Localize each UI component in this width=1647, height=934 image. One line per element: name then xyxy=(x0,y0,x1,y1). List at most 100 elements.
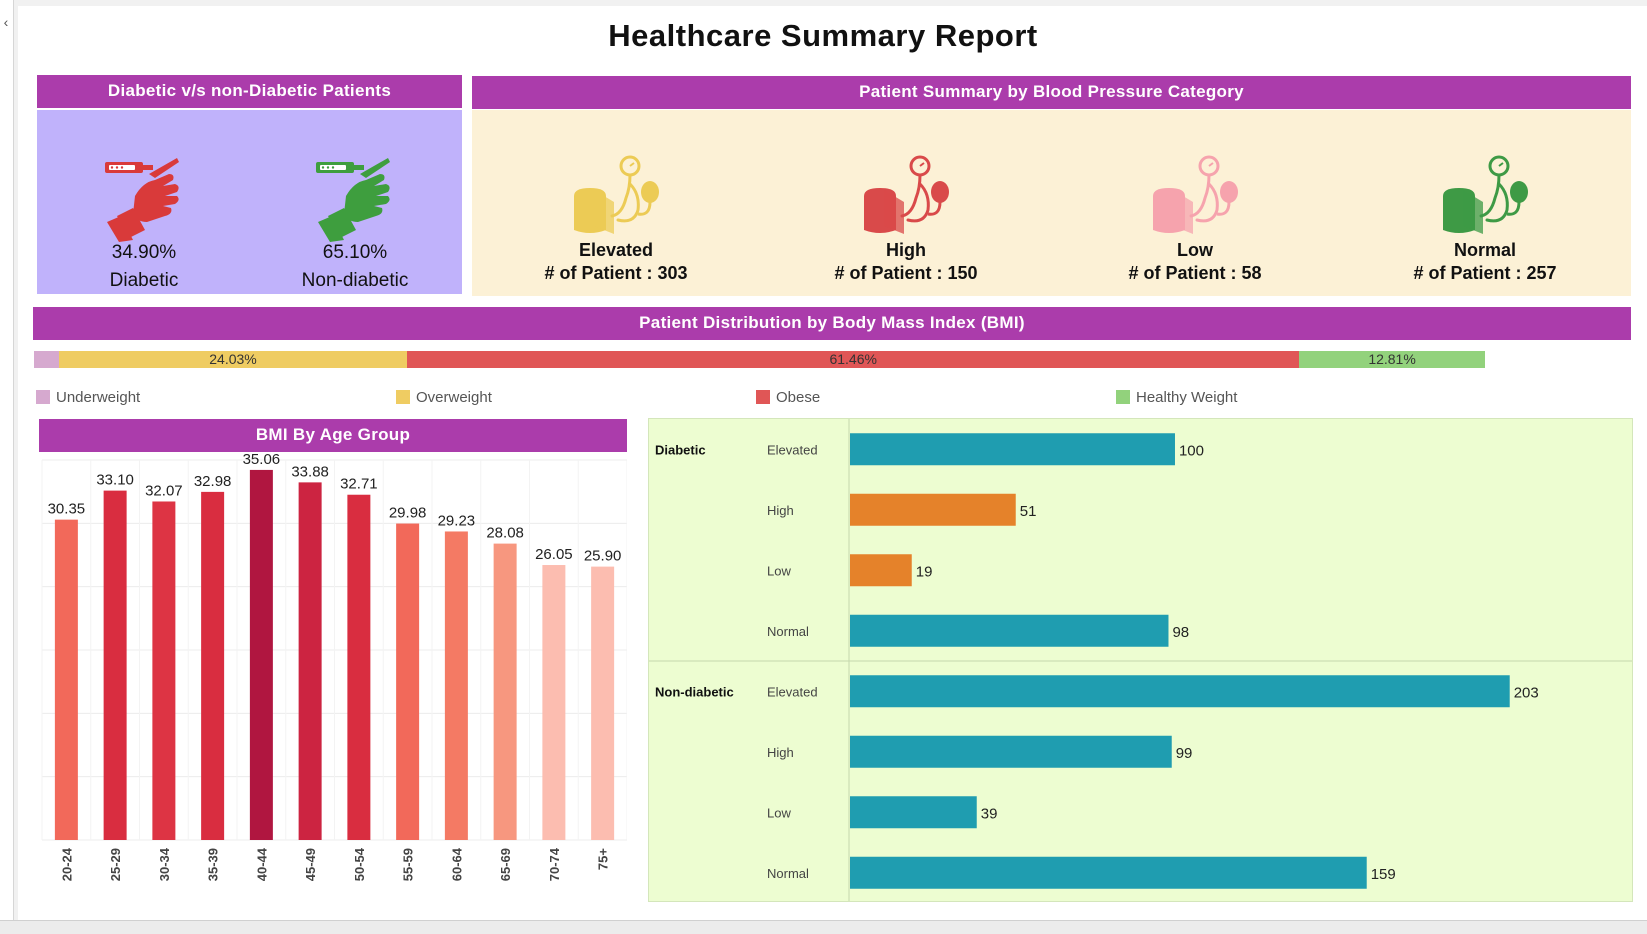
legend-item-overweight[interactable]: Overweight xyxy=(396,388,492,408)
legend-swatch xyxy=(756,390,770,404)
diabetic-label: Diabetic xyxy=(109,270,179,291)
bar-diabetic-normal[interactable] xyxy=(850,614,1169,647)
bar-value-label: 33.10 xyxy=(96,472,134,489)
bp-header: Patient Summary by Blood Pressure Catego… xyxy=(472,76,1631,109)
bp-patient-count: # of Patient : 303 xyxy=(544,263,688,283)
bp-kpi-high: High # of Patient : 150 xyxy=(786,154,1026,284)
bar-value-label: 100 xyxy=(1179,442,1204,459)
bp-patient-count: # of Patient : 257 xyxy=(1413,263,1557,283)
x-tick-label: 60-64 xyxy=(449,847,464,881)
bp-patient-count: # of Patient : 58 xyxy=(1128,263,1262,283)
non-diabetic-percentage: 65.10% xyxy=(322,242,388,263)
legend-label: Underweight xyxy=(56,389,141,406)
legend-label: Healthy Weight xyxy=(1136,389,1238,406)
blood-pressure-monitor-icon xyxy=(864,155,949,234)
bmi-stacked-bar: 24.03% 61.46% 12.81% xyxy=(34,351,1555,368)
bar-70-74[interactable] xyxy=(542,565,566,840)
bar-non-diabetic-high[interactable] xyxy=(850,735,1172,768)
bar-45-49[interactable] xyxy=(298,482,322,840)
report-title: Healthcare Summary Report xyxy=(608,18,1038,53)
diabetic-kpi: 34.90% Diabetic xyxy=(54,156,234,292)
x-tick-label: 75+ xyxy=(596,848,611,870)
row-label: Normal xyxy=(767,866,809,881)
x-tick-label: 20-24 xyxy=(59,847,74,881)
bar-value-label: 25.90 xyxy=(584,548,622,565)
bp-patient-count: # of Patient : 150 xyxy=(834,263,978,283)
bar-value-label: 19 xyxy=(916,563,933,580)
non-diabetic-label: Non-diabetic xyxy=(301,270,409,291)
bar-value-label: 99 xyxy=(1176,745,1193,762)
bar-non-diabetic-elevated[interactable] xyxy=(850,675,1510,708)
bar-65-69[interactable] xyxy=(493,543,517,840)
bar-non-diabetic-normal[interactable] xyxy=(850,856,1367,889)
bar-75+[interactable] xyxy=(591,566,615,840)
legend-item-underweight[interactable]: Underweight xyxy=(36,388,140,408)
bar-non-diabetic-low[interactable] xyxy=(850,796,977,829)
bp-kpi-normal: Normal # of Patient : 257 xyxy=(1365,154,1605,284)
row-label: Elevated xyxy=(767,684,818,699)
bar-diabetic-high[interactable] xyxy=(850,493,1016,526)
bar-value-label: 29.23 xyxy=(438,512,476,529)
bar-value-label: 32.98 xyxy=(194,473,232,490)
bar-30-34[interactable] xyxy=(152,501,176,840)
bar-40-44[interactable] xyxy=(249,469,273,840)
bar-value-label: 159 xyxy=(1371,866,1396,883)
bar-25-29[interactable] xyxy=(103,490,127,840)
bp-by-diabetes-chart: Diabetic Elevated 100 High 51 Low 19 Normal 98 No… xyxy=(648,418,1633,902)
glucose-meter-hand-icon xyxy=(316,158,390,242)
bar-35-39[interactable] xyxy=(201,491,225,840)
non-diabetic-kpi: 65.10% Non-diabetic xyxy=(265,156,445,292)
row-label: Elevated xyxy=(767,442,818,457)
legend-item-obese[interactable]: Obese xyxy=(756,388,820,408)
legend-swatch xyxy=(396,390,410,404)
bar-value-label: 203 xyxy=(1514,684,1539,701)
x-tick-label: 50-54 xyxy=(352,847,367,881)
x-tick-label: 25-29 xyxy=(108,848,123,881)
bmi-segment-obese[interactable]: 61.46% xyxy=(407,351,1300,368)
bmi-legend: Underweight Overweight Obese Healthy Weight xyxy=(36,388,1336,408)
bp-panel: Elevated # of Patient : 303 High # of Patie… xyxy=(472,110,1631,296)
bar-value-label: 33.88 xyxy=(291,463,329,480)
x-tick-label: 45-49 xyxy=(303,848,318,881)
bmi-segment-underweight[interactable] xyxy=(34,351,59,368)
bmi-header: Patient Distribution by Body Mass Index … xyxy=(33,307,1631,340)
row-label: Normal xyxy=(767,624,809,639)
bmi-segment-healthy-weight[interactable]: 12.81% xyxy=(1299,351,1485,368)
bmi-segment-overweight[interactable]: 24.03% xyxy=(58,351,408,368)
diabetes-header: Diabetic v/s non-Diabetic Patients xyxy=(37,75,462,108)
bmi-age-chart: 30.35 20-24 33.10 25-29 32.07 30-34 32.98 35-39… xyxy=(41,451,627,881)
bar-diabetic-low[interactable] xyxy=(850,554,912,587)
diabetic-percentage: 34.90% xyxy=(111,242,177,263)
diabetes-panel: 34.90% Diabetic 65.10% Non-diabetic xyxy=(37,110,462,294)
bar-diabetic-elevated[interactable] xyxy=(850,433,1175,466)
legend-label: Overweight xyxy=(416,389,492,406)
bar-55-59[interactable] xyxy=(396,523,420,840)
bar-60-64[interactable] xyxy=(444,531,468,840)
legend-item-healthy-weight[interactable]: Healthy Weight xyxy=(1116,388,1237,408)
bar-value-label: 26.05 xyxy=(535,546,573,563)
bp-category-name: Elevated xyxy=(578,240,654,260)
bp-category-name: Normal xyxy=(1453,240,1516,260)
x-tick-label: 40-44 xyxy=(254,847,269,881)
row-label: High xyxy=(767,745,794,760)
collapse-chevron-icon[interactable]: ‹ xyxy=(3,14,9,30)
bar-50-54[interactable] xyxy=(347,494,371,840)
bar-value-label: 35.06 xyxy=(243,451,281,468)
row-label: Low xyxy=(767,805,791,820)
bar-value-label: 98 xyxy=(1172,624,1189,641)
bar-value-label: 39 xyxy=(981,805,998,822)
legend-swatch xyxy=(1116,390,1130,404)
left-edge-strip: ‹ xyxy=(0,0,14,920)
bp-kpi-low: Low # of Patient : 58 xyxy=(1075,154,1315,284)
x-tick-label: 35-39 xyxy=(206,848,221,881)
bar-value-label: 28.08 xyxy=(486,525,524,542)
x-tick-label: 55-59 xyxy=(401,848,416,881)
bp-kpi-elevated: Elevated # of Patient : 303 xyxy=(496,154,736,284)
bar-value-label: 51 xyxy=(1020,503,1037,520)
legend-label: Obese xyxy=(776,389,821,406)
bar-20-24[interactable] xyxy=(54,519,78,840)
row-label: Low xyxy=(767,563,791,578)
blood-pressure-monitor-icon xyxy=(1443,155,1528,234)
x-tick-label: 70-74 xyxy=(547,847,562,881)
row-label: High xyxy=(767,503,794,518)
